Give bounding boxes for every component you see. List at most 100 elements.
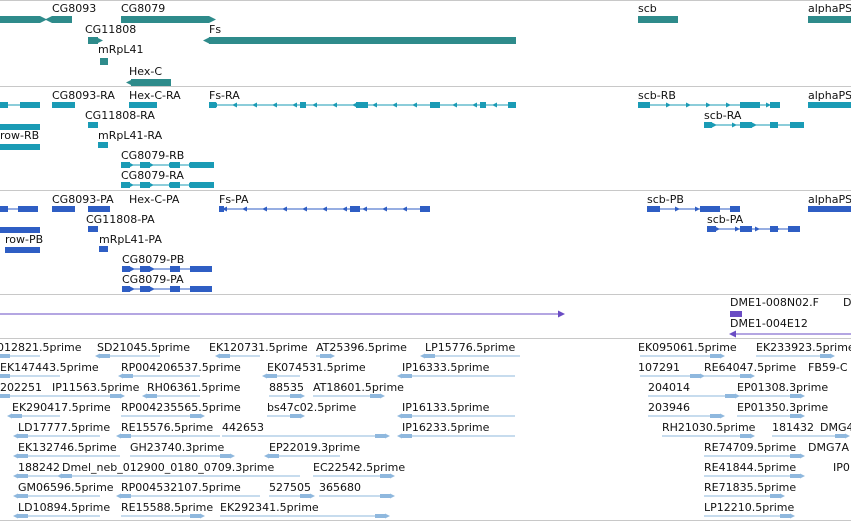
transcript-arrow[interactable] [129,162,134,168]
transcript-exon[interactable] [52,102,75,108]
est-label[interactable]: RE74709.5prime [704,441,797,454]
est-arrow[interactable] [300,393,305,399]
est-block[interactable] [190,414,200,418]
est-label[interactable]: RP004235565.5prime [121,401,241,414]
est-label[interactable]: AT18601.5prime [313,381,404,394]
gene-glyph[interactable] [808,16,851,23]
protein-arrow[interactable] [190,286,195,292]
est-arrow[interactable] [390,493,395,499]
est-arrow[interactable] [790,513,795,519]
transcript-exon[interactable] [170,182,180,188]
est-block[interactable] [0,374,10,378]
est-arrow[interactable] [330,353,335,359]
transcript-arrow[interactable] [646,102,651,108]
transcript-arrow[interactable] [766,102,771,108]
transcript-arrow[interactable] [706,102,711,108]
transcript-label[interactable]: row-RB [0,129,40,142]
est-block[interactable] [835,434,845,438]
est-label[interactable]: SD21045.5prime [97,341,190,354]
est-block[interactable] [425,354,435,358]
transcript-arrow[interactable] [209,162,214,168]
protein-exon[interactable] [707,226,716,232]
est-label[interactable]: FB59-C [808,361,848,374]
est-block[interactable] [147,394,157,398]
est-arrow[interactable] [95,353,100,359]
est-label[interactable]: IP11563.5prime [52,381,140,394]
protein-exon[interactable] [190,286,212,292]
transcript-arrow[interactable] [472,102,477,108]
gene-label[interactable]: CG11808 [85,23,137,36]
transcript-exon[interactable] [20,102,40,108]
gene-glyph-arrow[interactable] [98,38,103,43]
est-arrow[interactable] [264,453,269,459]
protein-exon[interactable] [420,206,430,212]
est-block[interactable] [402,414,412,418]
transcript-arrow[interactable] [732,122,737,128]
gene-glyph-arrow[interactable] [203,37,209,44]
protein-arrow[interactable] [795,226,800,232]
est-label[interactable]: RE41844.5prime [704,461,797,474]
transcript-arrow[interactable] [372,102,377,108]
clone-label[interactable]: D [843,296,851,309]
transcript-arrow[interactable] [312,102,317,108]
est-label[interactable]: 203946 [648,401,690,414]
est-label[interactable]: EP01308.3prime [737,381,829,394]
protein-exon[interactable] [52,206,75,212]
transcript-arrow[interactable] [212,102,217,108]
est-label[interactable]: IP0 [833,461,850,474]
est-arrow[interactable] [13,453,18,459]
transcript-arrow[interactable] [292,102,297,108]
protein-label[interactable]: mRpL41-PA [99,233,162,246]
est-label[interactable]: LP15776.5prime [425,341,516,354]
protein-arrow[interactable] [735,226,740,232]
protein-arrow[interactable] [675,206,680,212]
transcript-arrow[interactable] [752,122,757,128]
clone-end[interactable] [730,311,742,317]
transcript-exon[interactable] [808,102,851,108]
est-block[interactable] [402,374,412,378]
transcript-arrow[interactable] [252,102,257,108]
clone-label[interactable]: DME1-004E12 [730,317,808,330]
protein-arrow[interactable] [3,206,8,212]
gene-label[interactable]: CG8079 [121,2,166,15]
est-arrow[interactable] [200,413,205,419]
gene-glyph-arrow[interactable] [40,16,47,23]
transcript-exon[interactable] [98,142,108,148]
est-label[interactable]: LD10894.5prime [18,501,111,514]
est-arrow[interactable] [13,473,18,479]
est-arrow[interactable] [13,493,18,499]
est-arrow[interactable] [397,413,402,419]
transcript-arrow[interactable] [726,102,731,108]
protein-exon[interactable] [700,206,720,212]
transcript-exon[interactable] [770,102,780,108]
protein-exon[interactable] [88,206,110,212]
est-arrow[interactable] [200,513,205,519]
protein-arrow[interactable] [170,266,175,272]
est-label[interactable]: 88535 [269,381,304,394]
est-label[interactable]: LD17777.5prime [18,421,111,434]
est-block[interactable] [18,514,28,518]
est-label[interactable]: RE64047.5prime [704,361,797,374]
transcript-label[interactable]: Fs-RA [209,89,240,102]
est-arrow[interactable] [700,373,705,379]
protein-arrow[interactable] [242,206,247,212]
protein-arrow[interactable] [342,206,347,212]
gene-glyph[interactable] [121,16,209,23]
transcript-arrow[interactable] [272,102,277,108]
transcript-arrow[interactable] [666,102,671,108]
transcript-arrow[interactable] [792,122,797,128]
est-block[interactable] [820,354,830,358]
protein-exon[interactable] [740,226,752,232]
est-block[interactable] [320,354,330,358]
est-arrow[interactable] [13,513,18,519]
est-label[interactable]: AT25396.5prime [316,341,407,354]
transcript-exon[interactable] [0,144,40,150]
est-arrow[interactable] [397,433,402,439]
est-label[interactable]: EP01350.3prime [737,401,829,414]
protein-exon[interactable] [5,247,40,253]
transcript-arrow[interactable] [189,182,194,188]
est-block[interactable] [370,394,380,398]
est-arrow[interactable] [845,433,850,439]
gene-glyph-arrow[interactable] [126,80,131,85]
protein-arrow[interactable] [735,206,740,212]
